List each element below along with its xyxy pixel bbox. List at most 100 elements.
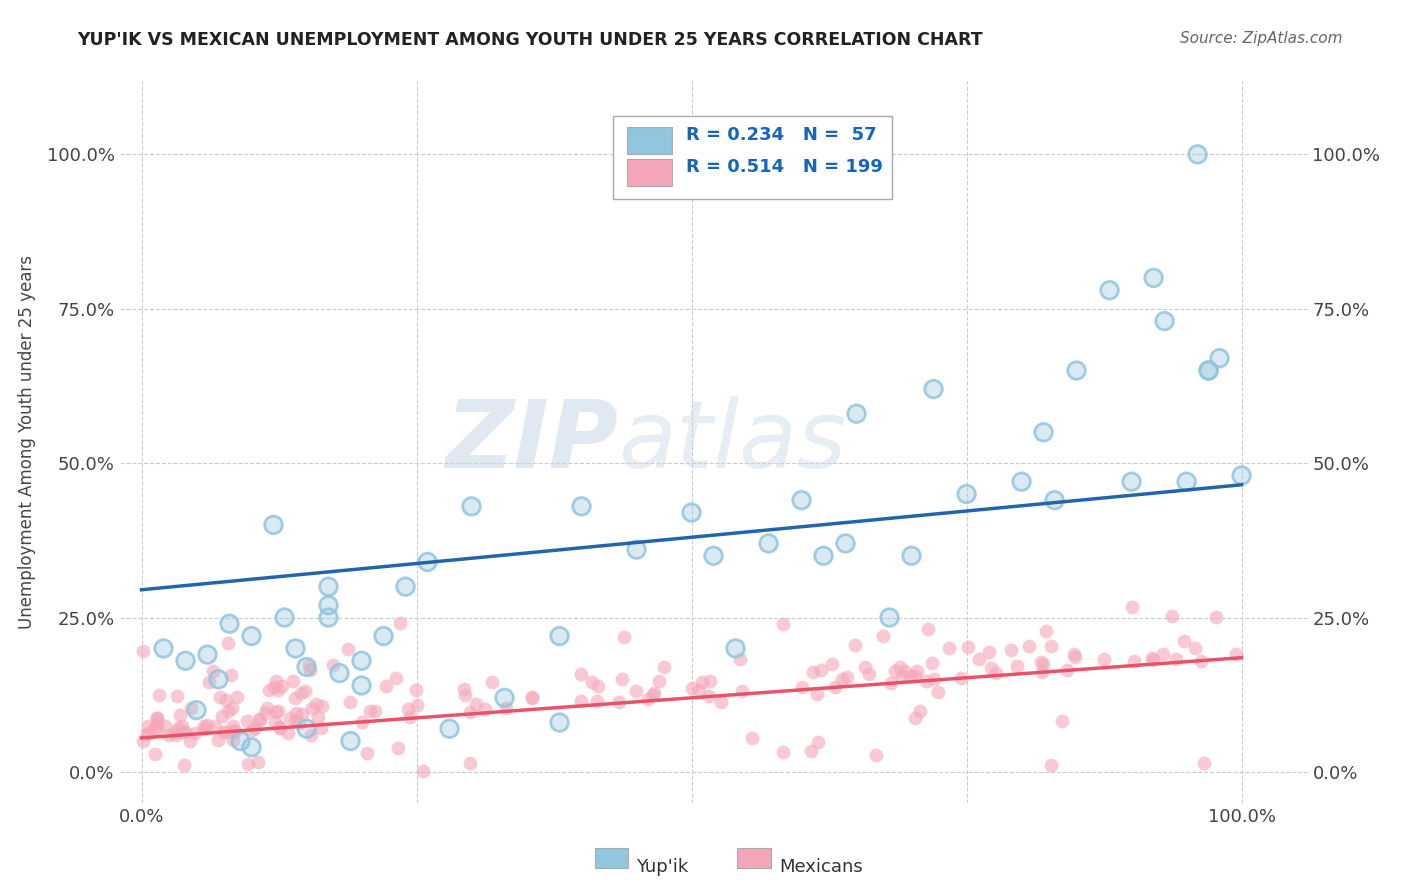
Point bbox=[1189, 654, 1212, 668]
Point bbox=[792, 681, 814, 695]
Point bbox=[1205, 610, 1227, 624]
Point bbox=[520, 690, 543, 704]
Point bbox=[1230, 468, 1253, 483]
Point bbox=[1063, 650, 1085, 665]
Point bbox=[464, 698, 486, 712]
Point bbox=[458, 706, 481, 720]
Point bbox=[295, 660, 318, 674]
Point bbox=[267, 704, 290, 718]
Point bbox=[957, 640, 980, 654]
Point bbox=[893, 664, 915, 678]
Point bbox=[806, 687, 828, 701]
Point bbox=[681, 681, 703, 695]
Point bbox=[1225, 647, 1247, 661]
Point bbox=[1018, 639, 1040, 653]
Point bbox=[1194, 756, 1216, 771]
Point bbox=[412, 764, 434, 779]
Point bbox=[458, 756, 481, 771]
Point bbox=[581, 674, 603, 689]
Text: Source: ZipAtlas.com: Source: ZipAtlas.com bbox=[1180, 31, 1343, 46]
Point bbox=[295, 660, 318, 674]
Point bbox=[201, 664, 224, 678]
Point bbox=[318, 610, 340, 624]
Point bbox=[1184, 641, 1206, 656]
Point bbox=[165, 725, 187, 739]
Point bbox=[318, 610, 340, 624]
Point bbox=[1032, 657, 1054, 672]
Point bbox=[295, 722, 318, 736]
Point bbox=[681, 506, 703, 520]
Point bbox=[350, 654, 373, 668]
Point bbox=[146, 711, 169, 725]
Point bbox=[1187, 147, 1209, 161]
Point bbox=[1000, 643, 1022, 657]
Point bbox=[267, 682, 290, 697]
Point bbox=[1063, 648, 1085, 662]
Point bbox=[908, 704, 931, 718]
Point bbox=[217, 635, 239, 649]
Point bbox=[699, 690, 721, 704]
Point bbox=[813, 549, 835, 563]
Point bbox=[905, 664, 928, 678]
Point bbox=[222, 732, 245, 747]
Point bbox=[801, 665, 824, 680]
Point bbox=[247, 712, 270, 726]
Point bbox=[263, 680, 285, 694]
Point bbox=[195, 718, 218, 732]
Point bbox=[229, 734, 252, 748]
Point bbox=[607, 695, 630, 709]
Point bbox=[225, 690, 247, 704]
Point bbox=[453, 681, 475, 696]
Point bbox=[967, 652, 990, 666]
Point bbox=[269, 720, 291, 734]
Point bbox=[322, 658, 344, 673]
Point bbox=[278, 710, 301, 724]
Point bbox=[955, 487, 977, 501]
Point bbox=[984, 666, 1007, 681]
Point bbox=[845, 407, 868, 421]
Point bbox=[240, 629, 263, 643]
Point bbox=[495, 701, 517, 715]
Point bbox=[1198, 363, 1220, 377]
Point bbox=[731, 684, 754, 698]
Point bbox=[922, 672, 945, 686]
Point bbox=[416, 555, 439, 569]
Point bbox=[263, 714, 285, 729]
Point bbox=[724, 641, 747, 656]
Point bbox=[169, 707, 191, 722]
Point bbox=[350, 654, 373, 668]
Point bbox=[474, 702, 496, 716]
Point bbox=[824, 680, 846, 694]
Point bbox=[374, 680, 396, 694]
Point bbox=[586, 679, 609, 693]
Point bbox=[548, 629, 571, 643]
Point bbox=[1153, 314, 1175, 328]
Point bbox=[152, 641, 174, 656]
Point bbox=[1173, 633, 1195, 648]
Point bbox=[398, 710, 420, 724]
Point bbox=[1066, 363, 1088, 377]
Point bbox=[1187, 147, 1209, 161]
Point bbox=[831, 672, 853, 686]
Point bbox=[389, 615, 412, 630]
Point bbox=[890, 670, 912, 684]
Point bbox=[290, 686, 312, 700]
Point bbox=[211, 709, 233, 723]
Point bbox=[1152, 648, 1174, 662]
Point bbox=[1208, 351, 1230, 366]
Point bbox=[724, 641, 747, 656]
Point bbox=[350, 678, 373, 692]
Point bbox=[807, 735, 830, 749]
Point bbox=[922, 382, 945, 396]
Point bbox=[889, 660, 911, 674]
Point bbox=[643, 688, 665, 702]
Point bbox=[269, 722, 291, 736]
Point bbox=[844, 638, 866, 652]
Point bbox=[221, 719, 243, 733]
Point bbox=[146, 711, 169, 725]
Point bbox=[460, 500, 482, 514]
Point bbox=[585, 694, 607, 708]
Point bbox=[1198, 363, 1220, 377]
Point bbox=[339, 734, 361, 748]
Point bbox=[173, 757, 195, 772]
